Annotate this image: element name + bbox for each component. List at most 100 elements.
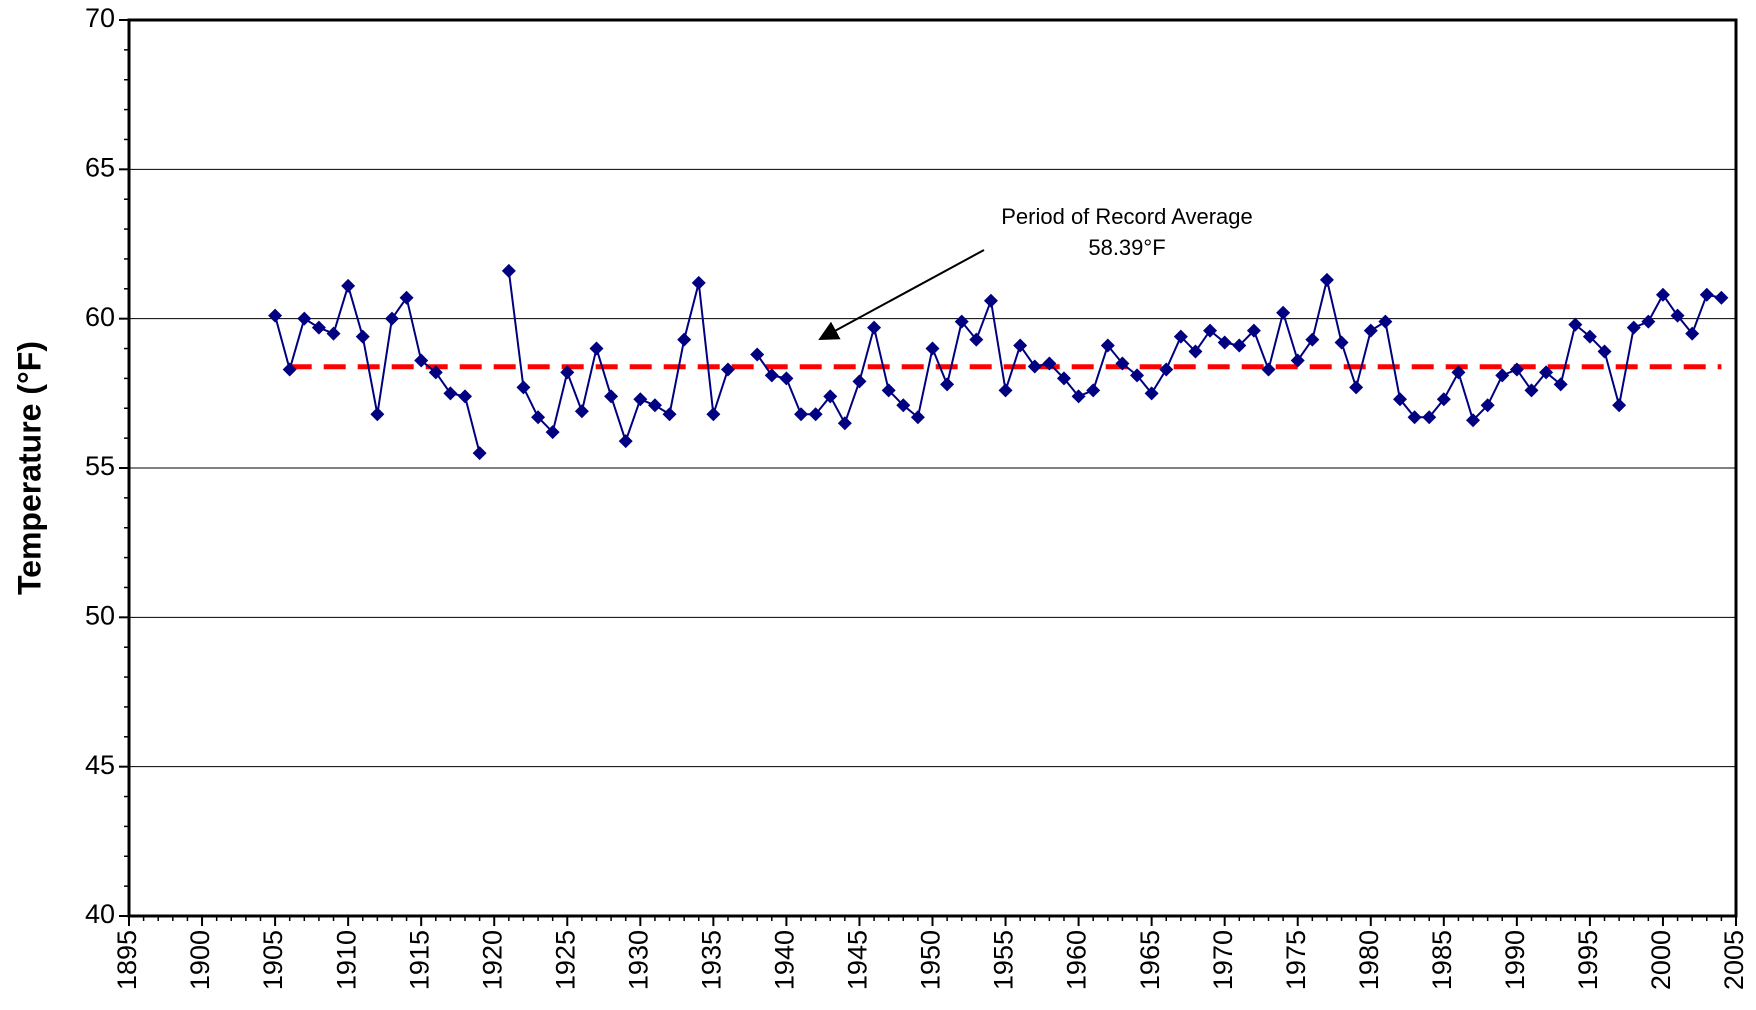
marker [925, 341, 940, 356]
x-tick-label: 1935 [696, 930, 726, 990]
marker [311, 320, 326, 335]
x-tick-label: 1925 [550, 930, 580, 990]
marker [1655, 287, 1670, 302]
marker [808, 407, 823, 422]
x-tick-label: 1965 [1135, 930, 1165, 990]
x-tick-label: 1930 [623, 930, 653, 990]
marker [1305, 332, 1320, 347]
marker [428, 365, 443, 380]
x-tick-label: 1950 [916, 930, 946, 990]
marker [560, 365, 575, 380]
marker [1626, 320, 1641, 335]
y-axis-label: Temperature (°F) [11, 341, 47, 595]
marker [896, 398, 911, 413]
marker [1422, 410, 1437, 425]
x-tick-label: 1960 [1062, 930, 1092, 990]
marker [1232, 338, 1247, 353]
marker [618, 434, 633, 449]
marker [1582, 329, 1597, 344]
marker [1056, 371, 1071, 386]
marker [1524, 383, 1539, 398]
marker [1699, 287, 1714, 302]
marker [764, 368, 779, 383]
marker [954, 314, 969, 329]
marker [458, 389, 473, 404]
marker [1086, 383, 1101, 398]
marker [998, 383, 1013, 398]
marker [1319, 272, 1334, 287]
marker [1539, 365, 1554, 380]
marker [1553, 377, 1568, 392]
marker [1144, 386, 1159, 401]
x-tick-label: 1980 [1354, 930, 1384, 990]
x-tick-label: 1940 [770, 930, 800, 990]
marker [852, 374, 867, 389]
marker [720, 362, 735, 377]
marker [1480, 398, 1495, 413]
marker [1261, 362, 1276, 377]
marker [823, 389, 838, 404]
x-tick-label: 1955 [989, 930, 1019, 990]
marker [867, 320, 882, 335]
marker [268, 308, 283, 323]
series-line [274, 270, 1722, 454]
x-tick-label: 1975 [1281, 930, 1311, 990]
x-tick-label: 1910 [331, 930, 361, 990]
marker [1568, 317, 1583, 332]
annotation-value: 58.39°F [1088, 235, 1165, 260]
marker [750, 347, 765, 362]
marker [384, 311, 399, 326]
marker [282, 362, 297, 377]
annotation-arrow [818, 249, 985, 340]
marker [589, 341, 604, 356]
marker [1203, 323, 1218, 338]
marker [1597, 344, 1612, 359]
y-tick-label: 65 [85, 152, 115, 182]
marker [326, 326, 341, 341]
marker [1071, 389, 1086, 404]
marker [545, 425, 560, 440]
marker [1188, 344, 1203, 359]
marker [1451, 365, 1466, 380]
x-tick-label: 1990 [1500, 930, 1530, 990]
marker [443, 386, 458, 401]
marker [633, 392, 648, 407]
x-tick-label: 1985 [1427, 930, 1457, 990]
marker [1436, 392, 1451, 407]
marker [1392, 392, 1407, 407]
x-tick-label: 1920 [477, 930, 507, 990]
marker [1612, 398, 1627, 413]
y-tick-label: 70 [85, 3, 115, 33]
marker [1685, 326, 1700, 341]
marker [1670, 308, 1685, 323]
marker [940, 377, 955, 392]
marker [691, 275, 706, 290]
marker [677, 332, 692, 347]
marker [1378, 314, 1393, 329]
marker [837, 416, 852, 431]
x-tick-label: 1945 [843, 930, 873, 990]
marker [341, 278, 356, 293]
y-tick-label: 55 [85, 451, 115, 481]
marker [1159, 362, 1174, 377]
marker [1407, 410, 1422, 425]
marker [1173, 329, 1188, 344]
y-tick-label: 45 [85, 750, 115, 780]
marker [501, 263, 516, 278]
x-tick-label: 1900 [185, 930, 215, 990]
marker [1115, 356, 1130, 371]
marker [1276, 305, 1291, 320]
marker [1714, 290, 1729, 305]
marker [1027, 359, 1042, 374]
marker [1334, 335, 1349, 350]
y-tick-label: 40 [85, 899, 115, 929]
marker [1495, 368, 1510, 383]
marker [969, 332, 984, 347]
x-tick-label: 1995 [1573, 930, 1603, 990]
marker [1100, 338, 1115, 353]
marker [794, 407, 809, 422]
marker [531, 410, 546, 425]
marker [1217, 335, 1232, 350]
marker [414, 353, 429, 368]
